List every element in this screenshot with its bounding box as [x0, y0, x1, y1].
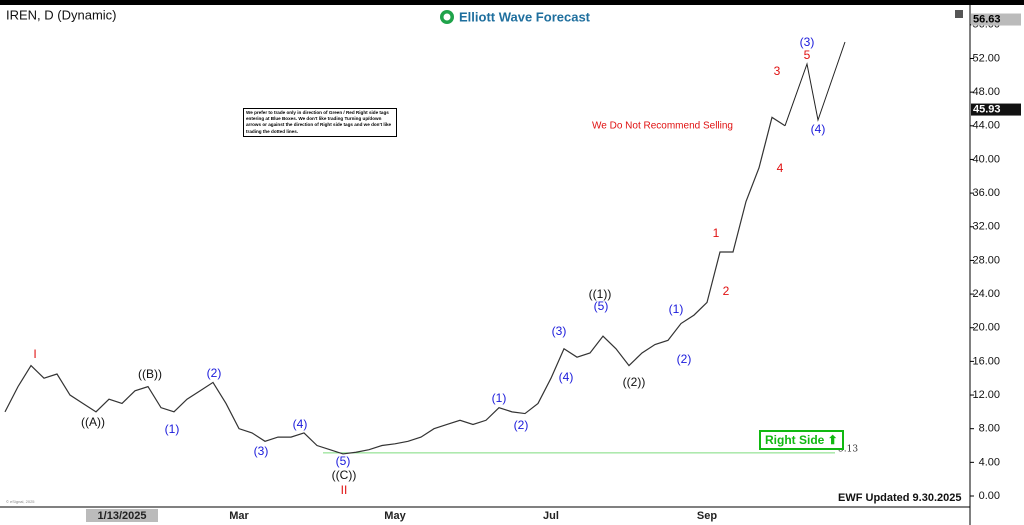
wave-label: (2): [514, 418, 529, 432]
wave-label: I: [33, 347, 36, 361]
settings-icon[interactable]: [955, 10, 963, 18]
last-price-label: 45.93: [973, 103, 1001, 115]
wave-label: (2): [207, 366, 222, 380]
y-tick-label: 40.00: [972, 153, 1000, 165]
y-tick-label: 44.00: [972, 120, 1000, 132]
x-tick-label: Mar: [229, 510, 249, 522]
wave-label: 1: [713, 226, 720, 240]
comment: We Do Not Recommend Selling: [592, 121, 733, 132]
wave-label: 4: [777, 161, 784, 175]
wave-label: ((B)): [138, 367, 162, 381]
wave-label: (5): [336, 454, 351, 468]
wave-label: (1): [492, 391, 507, 405]
x-tick-label: May: [384, 510, 406, 522]
y-tick-label: 16.00: [972, 355, 1000, 367]
wave-label: (4): [559, 370, 574, 384]
brand: Elliott Wave Forecast: [459, 9, 591, 24]
y-tick-label: 20.00: [972, 322, 1000, 334]
wave-label: (4): [293, 417, 308, 431]
wave-label: ((A)): [81, 415, 105, 429]
top-border: [0, 0, 1024, 5]
chart-title: IREN, D (Dynamic): [6, 7, 117, 22]
projection: [784, 41, 846, 126]
wave-label: (4): [811, 122, 826, 136]
y-tick-label: 52.00: [972, 52, 1000, 64]
wave-label: (3): [254, 444, 269, 458]
y-tick-label: 12.00: [972, 389, 1000, 401]
x-tick-label: Jul: [543, 510, 559, 522]
source: © eSignal, 2025: [6, 499, 35, 504]
y-tick-label: 32.00: [972, 221, 1000, 233]
wave-label: ((C)): [332, 468, 357, 482]
date-box: [86, 509, 158, 522]
wave-label: (3): [552, 324, 567, 338]
wave-label: ((2)): [623, 375, 646, 389]
disclaimer: We prefer to trade only in direction of …: [243, 108, 397, 137]
wave-label: (2): [677, 352, 692, 366]
wave-label: 5: [804, 48, 811, 62]
y-tick-label: 48.00: [972, 86, 1000, 98]
wave-label: (5): [594, 299, 609, 313]
high-price-box: [971, 13, 1021, 26]
updated: EWF Updated 9.30.2025: [838, 492, 962, 504]
wave-label: 2: [723, 284, 730, 298]
y-tick-label: 28.00: [972, 254, 1000, 266]
last-price-box: [971, 103, 1021, 116]
y-tick-label: 8.00: [979, 423, 1000, 435]
high-price-label: 56.63: [973, 13, 1001, 25]
wave-label: ((1)): [589, 287, 612, 301]
y-tick-label: 0.00: [979, 490, 1000, 502]
x-tick-label: Sep: [697, 510, 717, 522]
wave-label: (3): [800, 35, 815, 49]
right-side-tag: Right Side ⬆: [759, 430, 844, 450]
support-label: 5.13: [838, 444, 858, 454]
wave-label: 3: [774, 64, 781, 78]
wave-label: (1): [669, 302, 684, 316]
y-tick-label: 4.00: [979, 456, 1000, 468]
price-line: [4, 116, 786, 455]
wave-label: II: [341, 483, 348, 497]
y-tick-label: 24.00: [972, 288, 1000, 300]
x-tick-label: 1/13/2025: [98, 510, 147, 522]
y-tick-label: 36.00: [972, 187, 1000, 199]
wave-label: (1): [165, 422, 180, 436]
logo-icon-inner: [443, 13, 451, 21]
